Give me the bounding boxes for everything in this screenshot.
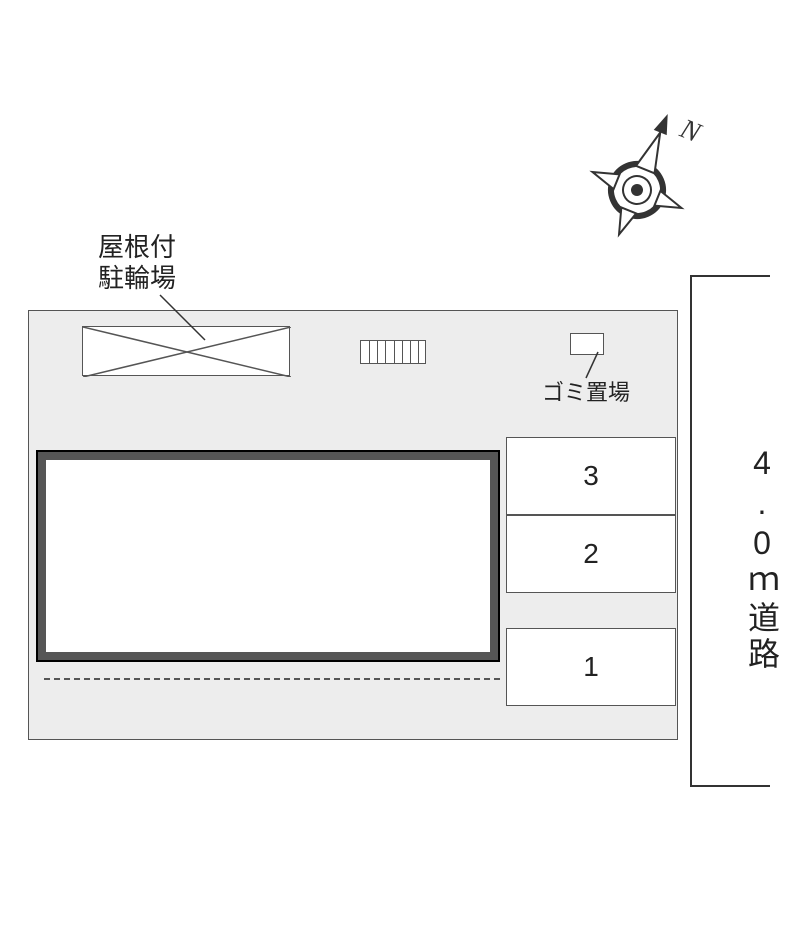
grate-icon <box>360 340 426 364</box>
parking-number: 1 <box>583 651 599 683</box>
bike-parking-label: 屋根付 駐輪場 <box>98 232 176 294</box>
main-building <box>38 452 498 660</box>
parking-slot-3: 3 <box>506 437 676 515</box>
parking-number: 3 <box>583 460 599 492</box>
parking-number: 2 <box>583 538 599 570</box>
bike-parking <box>82 326 290 376</box>
road-edge-vertical <box>690 275 692 785</box>
bike-parking-label-text: 屋根付 駐輪場 <box>98 232 176 293</box>
overhang-line <box>44 678 500 680</box>
parking-slot-2: 2 <box>506 515 676 593</box>
compass-icon: N <box>555 70 720 270</box>
trash-area <box>570 333 604 355</box>
road-width-label: 4.0ｍ道路 <box>739 445 785 673</box>
site-plan-diagram: ゴミ置場 3 2 1 屋根付 駐輪場 4.0ｍ道路 <box>0 0 800 942</box>
trash-label: ゴミ置場 <box>542 375 630 407</box>
svg-text:N: N <box>675 113 706 150</box>
parking-slot-1: 1 <box>506 628 676 706</box>
road-edge-top <box>690 275 770 277</box>
road-edge-bottom <box>690 785 770 787</box>
